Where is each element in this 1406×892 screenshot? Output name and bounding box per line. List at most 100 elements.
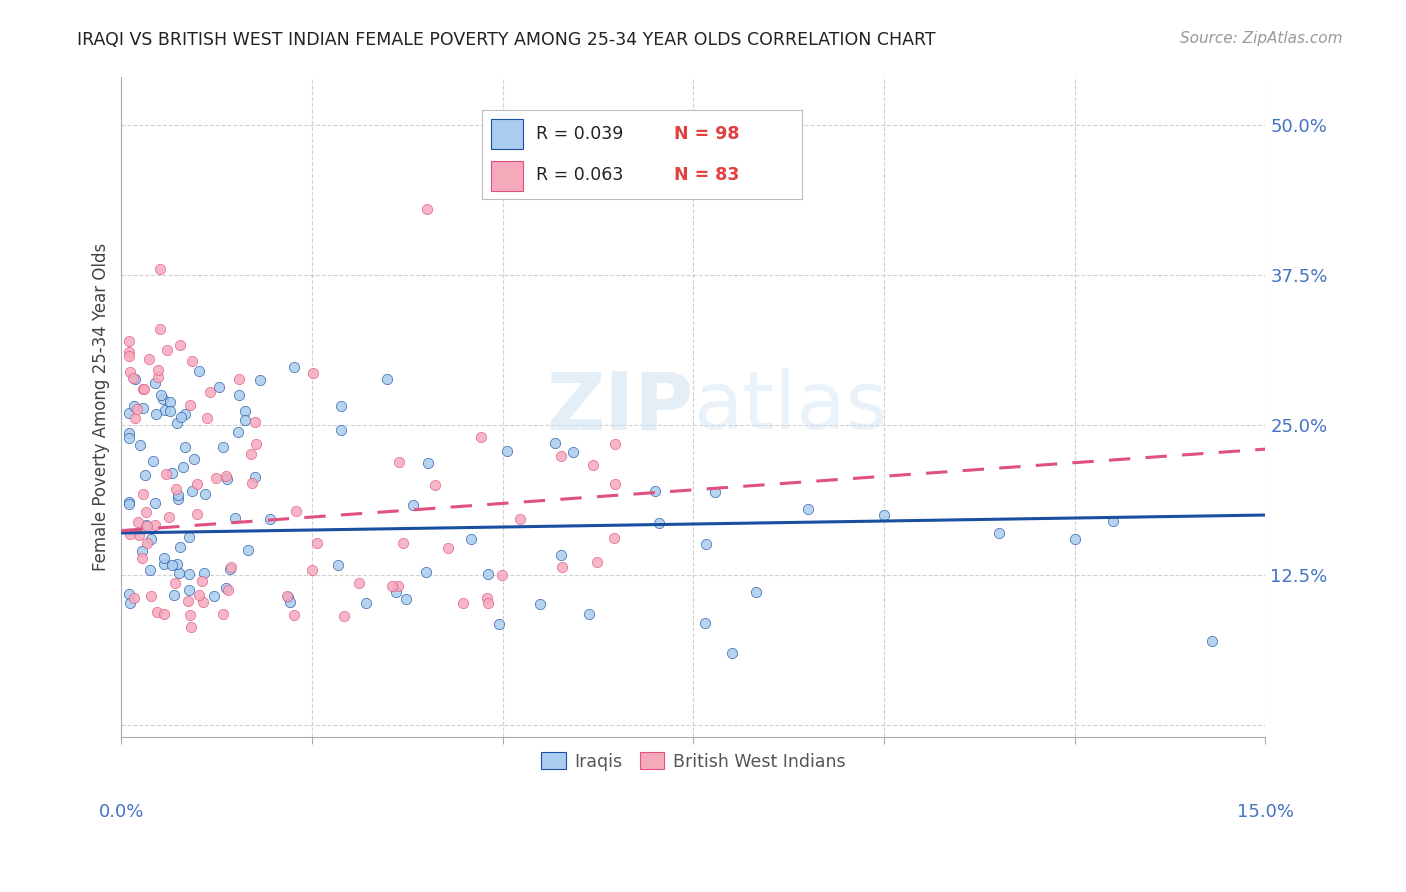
- Point: [163, 575, 186, 590]
- Point: [277, 590, 299, 604]
- Point: [120, 596, 142, 610]
- Point: [187, 588, 209, 602]
- Point: [190, 574, 212, 589]
- Point: [745, 585, 768, 599]
- Point: [219, 560, 242, 574]
- Point: [163, 588, 186, 602]
- Point: [581, 458, 603, 473]
- Point: [136, 536, 159, 550]
- Point: [395, 592, 418, 607]
- Point: [166, 416, 188, 430]
- Point: [177, 594, 200, 608]
- Point: [131, 382, 153, 396]
- Point: [122, 591, 145, 606]
- Point: [451, 596, 474, 610]
- Point: [529, 597, 551, 611]
- Point: [1201, 633, 1223, 648]
- Point: [330, 423, 353, 437]
- Point: [1063, 532, 1085, 546]
- Point: [644, 483, 666, 498]
- Point: [214, 469, 236, 483]
- Point: [245, 416, 267, 430]
- Point: [179, 567, 201, 582]
- Point: [703, 484, 725, 499]
- Point: [276, 589, 298, 603]
- Point: [415, 566, 437, 580]
- Point: [477, 566, 499, 581]
- Point: [157, 509, 180, 524]
- Point: [152, 607, 174, 621]
- Point: [118, 495, 141, 509]
- Point: [797, 502, 820, 516]
- Point: [174, 407, 197, 421]
- Point: [181, 483, 204, 498]
- Point: [188, 364, 211, 378]
- Point: [124, 372, 146, 386]
- Point: [173, 440, 195, 454]
- Point: [198, 385, 221, 400]
- Point: [152, 392, 174, 407]
- Point: [578, 607, 600, 622]
- Point: [141, 454, 163, 468]
- Point: [166, 558, 188, 572]
- Point: [145, 407, 167, 421]
- Point: [224, 511, 246, 525]
- Point: [605, 437, 627, 451]
- Point: [550, 449, 572, 463]
- Point: [191, 595, 214, 609]
- Text: atlas: atlas: [693, 368, 887, 446]
- Point: [245, 470, 267, 484]
- Point: [160, 466, 183, 480]
- Point: [159, 395, 181, 409]
- Point: [131, 544, 153, 558]
- Point: [146, 369, 169, 384]
- Point: [131, 551, 153, 566]
- Point: [179, 608, 201, 623]
- Point: [249, 373, 271, 387]
- Point: [695, 537, 717, 551]
- Point: [143, 517, 166, 532]
- Point: [166, 491, 188, 506]
- Point: [118, 334, 141, 349]
- Point: [415, 202, 437, 217]
- Point: [135, 505, 157, 519]
- Point: [423, 478, 446, 492]
- Point: [586, 555, 609, 569]
- Y-axis label: Female Poverty Among 25-34 Year Olds: Female Poverty Among 25-34 Year Olds: [93, 243, 110, 571]
- Point: [169, 338, 191, 352]
- Point: [648, 516, 671, 530]
- Point: [385, 584, 408, 599]
- Point: [135, 518, 157, 533]
- Point: [550, 559, 572, 574]
- Point: [245, 436, 267, 450]
- Point: [132, 401, 155, 415]
- Point: [118, 365, 141, 379]
- Point: [165, 482, 187, 496]
- Point: [155, 403, 177, 417]
- Point: [259, 512, 281, 526]
- Point: [181, 354, 204, 368]
- Point: [128, 438, 150, 452]
- Text: 15.0%: 15.0%: [1237, 803, 1294, 821]
- Point: [328, 558, 350, 572]
- Point: [120, 527, 142, 541]
- Point: [544, 436, 567, 450]
- Point: [136, 518, 159, 533]
- Point: [143, 495, 166, 509]
- Point: [118, 431, 141, 445]
- Point: [162, 558, 184, 573]
- Point: [302, 366, 325, 380]
- Legend: Iraqis, British West Indians: Iraqis, British West Indians: [534, 746, 852, 778]
- Point: [475, 591, 498, 605]
- Point: [139, 532, 162, 546]
- Point: [132, 487, 155, 501]
- Point: [693, 615, 716, 630]
- Point: [153, 558, 176, 572]
- Point: [138, 351, 160, 366]
- Point: [238, 542, 260, 557]
- Point: [235, 413, 257, 427]
- Point: [186, 507, 208, 521]
- Point: [477, 596, 499, 610]
- Point: [228, 372, 250, 386]
- Point: [148, 322, 170, 336]
